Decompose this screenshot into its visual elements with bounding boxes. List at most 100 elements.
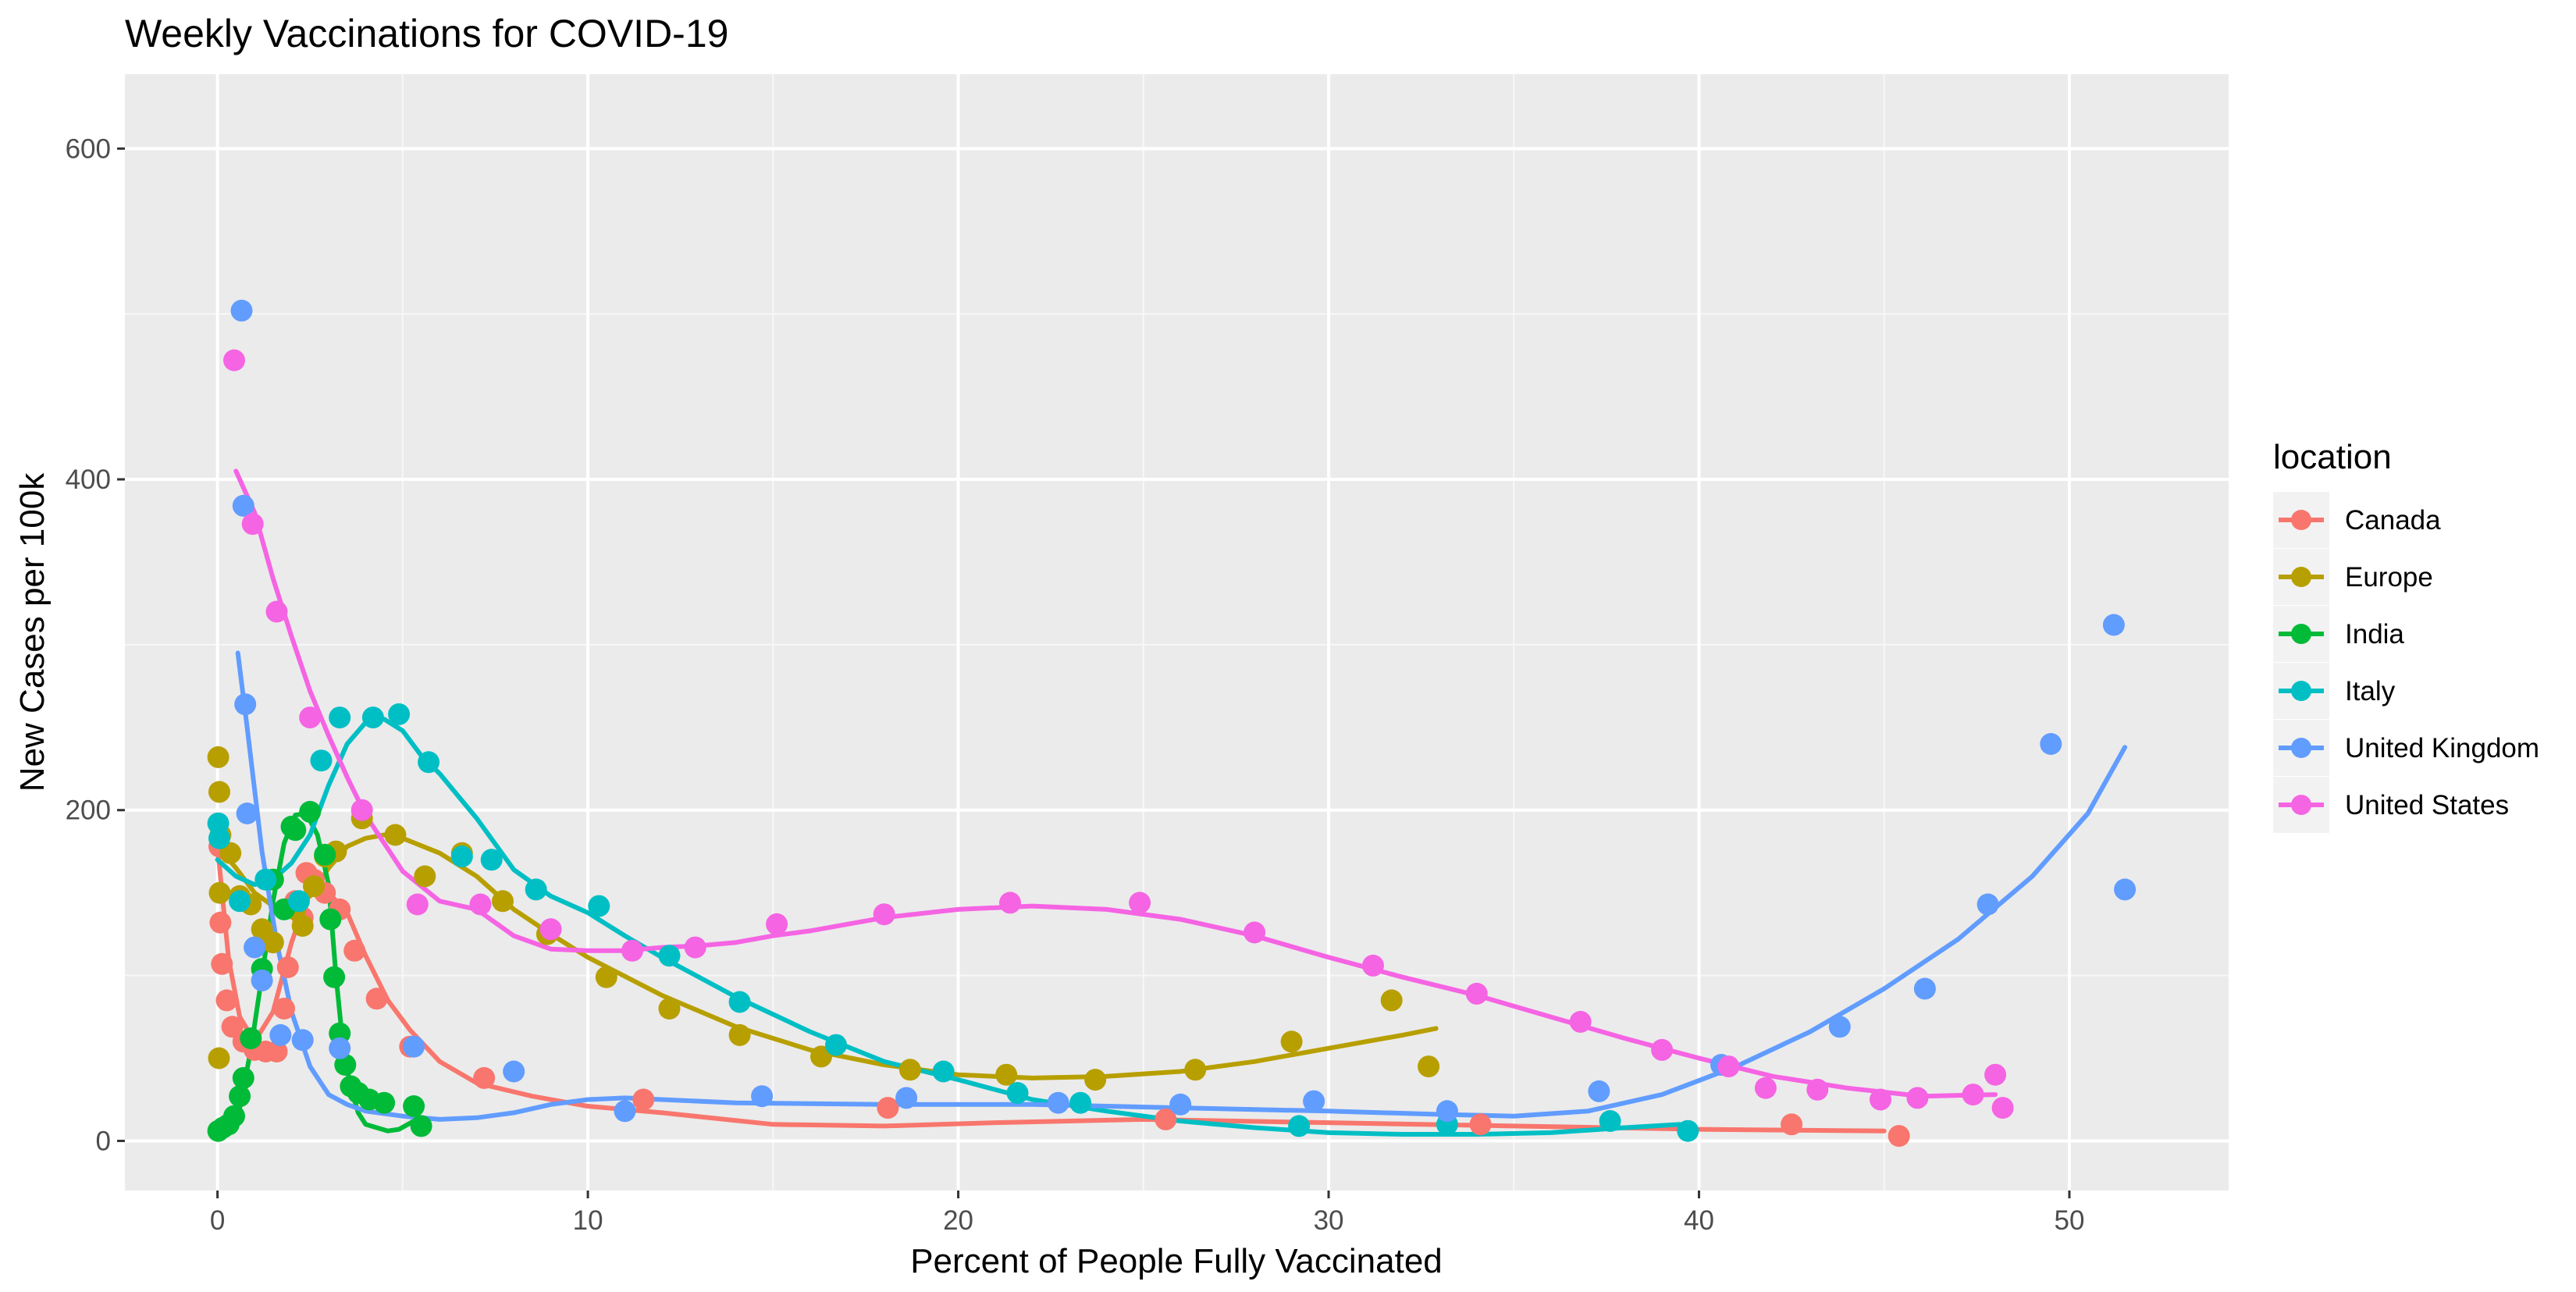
data-point [208,881,231,904]
data-point [365,988,388,1010]
data-point [1288,1115,1311,1137]
legend-label: India [2345,619,2404,650]
data-point [406,893,429,916]
data-point [329,707,351,729]
data-point [208,827,230,849]
data-point [810,1045,832,1068]
data-point [403,1035,425,1058]
data-point [276,956,299,978]
data-point [492,890,514,913]
data-point [728,1023,751,1046]
x-tick-label: 40 [1684,1205,1714,1236]
data-point [334,1054,357,1076]
data-point [1380,989,1403,1012]
data-point [469,893,492,916]
data-point [1129,892,1151,914]
data-point [480,849,503,871]
data-point [207,746,229,768]
data-point [314,843,336,866]
data-point [269,1023,292,1046]
grid-major [125,74,2229,1191]
data-point [403,1095,425,1117]
data-point [1244,921,1266,944]
data-point [1888,1125,1910,1148]
data-point [265,1041,288,1062]
data-point [284,819,307,842]
x-tick-label: 10 [573,1205,603,1236]
x-axis: 0 10 20 30 40 50 [210,1191,2084,1236]
data-point [254,868,277,891]
data-point [1155,1108,1177,1130]
data-point [1870,1088,1891,1111]
data-point [223,1105,245,1127]
data-point [319,908,342,931]
legend-item: United Kingdom [2273,720,2539,776]
data-point [1991,1097,2014,1119]
data-point [211,952,233,975]
data-point [1717,1055,1740,1078]
trend-line [235,650,2128,1122]
data-point [766,913,788,935]
x-axis-label: Percent of People Fully Vaccinated [910,1242,1443,1280]
data-point [229,1085,251,1108]
data-point [1006,1082,1029,1104]
x-tick-label: 30 [1314,1205,1344,1236]
data-point [244,936,266,959]
data-point [1913,977,1936,1000]
data-point [999,892,1021,914]
legend-key-point [2291,795,2311,815]
data-point [299,800,322,823]
data-point [414,865,436,888]
data-point [895,1087,918,1109]
data-point [384,824,407,846]
data-point [877,1097,899,1119]
data-point [236,803,258,824]
data-point [240,1027,262,1050]
x-tick-label: 0 [210,1205,225,1236]
data-point [229,890,251,913]
data-point [343,939,366,962]
legend-key-point [2291,738,2311,758]
plot-background [125,74,2229,1191]
data-point [2040,733,2062,755]
data-point [1677,1119,1699,1142]
y-tick-label: 400 [66,464,111,495]
legend-key-point [2291,681,2311,701]
data-point [410,1115,432,1137]
data-point [291,1029,314,1052]
y-tick-label: 0 [96,1126,111,1156]
data-point [329,1037,351,1059]
data-point [223,349,245,372]
y-tick-label: 200 [66,795,111,826]
data-point [209,911,232,934]
legend-item: United States [2273,777,2509,833]
data-point [873,903,895,926]
data-point [241,513,264,536]
legend-label: Europe [2345,562,2433,593]
data-point [1588,1080,1610,1102]
data-point [1651,1038,1674,1061]
data-point [262,931,284,954]
data-point [1069,1091,1092,1114]
data-point [1169,1093,1192,1116]
data-point [632,1088,655,1111]
data-point [995,1063,1018,1086]
legend-label: Canada [2345,505,2441,536]
legend-items: Canada Europe India Italy United Kingdom Unit… [2273,492,2539,833]
data-point [1781,1113,1803,1136]
data-point [751,1085,774,1108]
data-point [215,989,238,1012]
data-point [208,781,230,803]
grid-minor [125,74,2229,1191]
data-point [1465,982,1488,1005]
data-point [230,299,253,322]
data-point [303,875,325,898]
data-point [621,939,643,962]
data-point [273,998,295,1020]
data-point [1569,1010,1592,1033]
data-point [1436,1100,1458,1123]
data-point [525,878,547,901]
points-layer [207,299,2137,1148]
data-point [251,969,273,991]
legend-item: Italy [2273,663,2396,719]
